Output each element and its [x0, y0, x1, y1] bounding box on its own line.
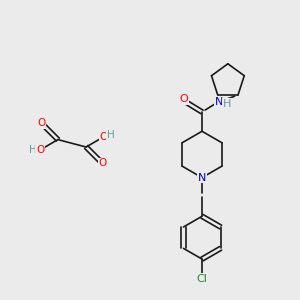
Text: O: O: [98, 158, 106, 168]
Text: O: O: [36, 145, 44, 155]
Text: O: O: [100, 132, 108, 142]
Text: N: N: [198, 172, 206, 183]
Text: H: H: [223, 99, 231, 109]
Text: H: H: [106, 130, 114, 140]
Text: H: H: [29, 145, 37, 155]
Text: Cl: Cl: [196, 274, 208, 284]
Text: N: N: [215, 98, 223, 107]
Text: O: O: [179, 94, 188, 104]
Text: O: O: [38, 118, 46, 128]
